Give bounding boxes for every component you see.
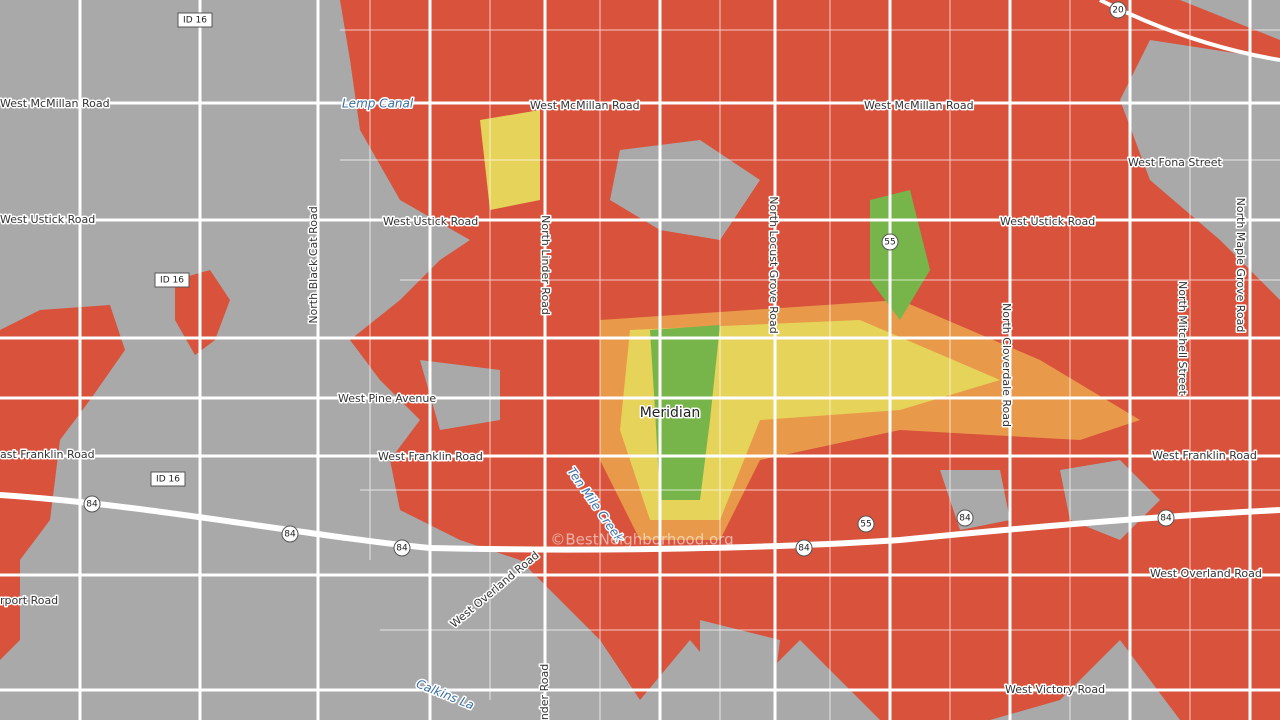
shield [857, 515, 875, 533]
watermark: ©BestNeighborhood.org [550, 531, 733, 549]
road-label: West Ustick Road [1000, 215, 1095, 228]
road-label: West Ustick Road [383, 215, 478, 228]
shield [956, 509, 974, 527]
shield-label: ID 16 [156, 475, 180, 485]
road-label: West Fona Street [1128, 156, 1223, 169]
road-label: West McMillan Road [864, 99, 974, 112]
road-label: West Franklin Road [378, 450, 483, 463]
shield [154, 272, 190, 288]
shield [1109, 1, 1127, 19]
shield-label: 55 [860, 520, 871, 530]
shield-label: 55 [884, 238, 895, 248]
road-label: nder Road [538, 664, 551, 720]
road-label: West Ustick Road [0, 213, 95, 226]
road-label: West Franklin Road [1152, 449, 1257, 462]
shield [150, 471, 186, 487]
road-label: North Linder Road [539, 215, 552, 315]
shield-label: 84 [396, 544, 408, 554]
road-label: North Cloverdale Road [1000, 303, 1013, 427]
road-label: West Victory Road [1005, 683, 1105, 696]
shield-label: 84 [798, 544, 810, 554]
road-label: West Overland Road [1150, 567, 1262, 580]
road-label: West Pine Avenue [338, 392, 436, 405]
shield-label: 84 [86, 500, 98, 510]
shield [1157, 509, 1175, 527]
shield [881, 233, 899, 251]
road-label: North Maple Grove Road [1234, 198, 1247, 333]
road-label: West McMillan Road [530, 99, 640, 112]
shield-label: 84 [1160, 514, 1172, 524]
shield [177, 12, 213, 28]
road-label: North Locust Grove Road [767, 196, 780, 333]
shield [83, 495, 101, 513]
road-label: North Mitchell Street [1176, 281, 1189, 396]
road-label: North Black Cat Road [307, 206, 320, 323]
shield [393, 539, 411, 557]
shield-label: 20 [1112, 6, 1124, 16]
place-label: Meridian [640, 405, 701, 421]
shield-label: ID 16 [183, 16, 207, 26]
road-labels: West McMillan Road West McMillan Road We… [0, 96, 1263, 722]
shield [281, 525, 299, 543]
shield-label: ID 16 [160, 276, 184, 286]
shield-label: 84 [959, 514, 971, 524]
shields: ID 16 20 55 ID 16 ID 16 84 84 84 84 55 8… [83, 1, 1175, 557]
waterway-label: Lemp Canal [342, 97, 414, 111]
road-label: rport Road [0, 594, 58, 607]
road-label: West McMillan Road [0, 97, 110, 110]
shield-label: 84 [284, 530, 296, 540]
road-label: ast Franklin Road [0, 448, 95, 461]
shield [795, 539, 813, 557]
